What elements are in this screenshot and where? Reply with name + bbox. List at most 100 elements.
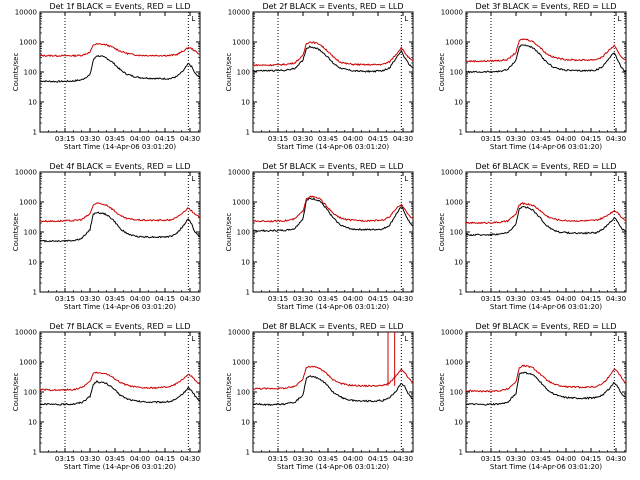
chart-title: Det 7f BLACK = Events, RED = LLD [49, 322, 190, 331]
x-tick-label: 03:30 [293, 135, 313, 143]
y-axis-label: Counts/sec [438, 53, 446, 92]
series-line-lld [252, 41, 414, 67]
x-axis-label: Start Time (14-Apr-06 03:01:20) [64, 143, 176, 151]
chart-title: Det 2f BLACK = Events, RED = LLD [262, 2, 403, 11]
x-tick-label: 04:15 [368, 295, 388, 303]
x-tick-label: 03:15 [481, 455, 501, 463]
l-marker: L [404, 175, 408, 183]
series-line-events [252, 45, 414, 73]
x-tick-label: 03:45 [318, 455, 338, 463]
x-tick-label: 03:30 [293, 295, 313, 303]
l-marker: L [191, 335, 195, 343]
x-axis-label: Start Time (14-Apr-06 03:01:20) [490, 463, 602, 471]
y-axis-label: Counts/sec [438, 373, 446, 412]
y-tick-label: 1 [246, 289, 250, 297]
x-tick-label: 03:45 [531, 295, 551, 303]
x-axis-label: Start Time (14-Apr-06 03:01:20) [64, 303, 176, 311]
y-tick-label: 1 [459, 449, 463, 457]
x-tick-label: 03:15 [55, 295, 75, 303]
chart-title: Det 9f BLACK = Events, RED = LLD [475, 322, 616, 331]
y-tick-label: 10 [241, 99, 250, 107]
series-line-events [252, 375, 414, 406]
y-tick-label: 1000 [232, 39, 250, 47]
y-tick-label: 100 [450, 229, 463, 237]
y-tick-label: 100 [237, 389, 250, 397]
chart-panel-8: Det 8f BLACK = Events, RED = LLD 1 10 100 10… [225, 322, 414, 471]
chart-title: Det 1f BLACK = Events, RED = LLD [49, 2, 190, 11]
x-tick-label: 04:00 [130, 295, 150, 303]
l-marker: L [617, 335, 621, 343]
x-tick-label: 03:30 [506, 135, 526, 143]
series-line-events [39, 211, 201, 243]
plot-frame [39, 171, 201, 293]
x-tick-label: 03:30 [80, 295, 100, 303]
l-marker: L [404, 335, 408, 343]
y-tick-label: 100 [450, 389, 463, 397]
y-tick-label: 100 [24, 389, 37, 397]
y-tick-label: 1 [459, 289, 463, 297]
x-tick-label: 03:15 [55, 135, 75, 143]
x-tick-label: 03:15 [55, 455, 75, 463]
series-line-lld [465, 201, 627, 225]
x-tick-label: 03:45 [105, 135, 125, 143]
series-line-lld [39, 371, 201, 392]
chart-panel-9: Det 9f BLACK = Events, RED = LLD 1 10 100 10… [438, 322, 627, 471]
x-tick-label: 03:45 [105, 455, 125, 463]
x-tick-label: 03:45 [318, 295, 338, 303]
x-tick-label: 04:00 [343, 135, 363, 143]
x-axis-label: Start Time (14-Apr-06 03:01:20) [64, 463, 176, 471]
chart-panel-6: Det 6f BLACK = Events, RED = LLD 1 10 100 10… [438, 162, 627, 311]
series-line-events [465, 371, 627, 406]
x-axis-label: Start Time (14-Apr-06 03:01:20) [277, 303, 389, 311]
y-tick-label: 1000 [232, 199, 250, 207]
x-tick-label: 03:45 [531, 135, 551, 143]
chart-panel-2: Det 2f BLACK = Events, RED = LLD 1 10 100 10… [225, 2, 414, 151]
chart-title: Det 4f BLACK = Events, RED = LLD [49, 162, 190, 171]
l-marker: L [191, 15, 195, 23]
x-tick-label: 04:15 [155, 135, 175, 143]
x-axis-label: Start Time (14-Apr-06 03:01:20) [490, 143, 602, 151]
x-tick-label: 04:30 [180, 135, 200, 143]
y-tick-label: 1 [459, 129, 463, 137]
l-marker: L [617, 15, 621, 23]
x-tick-label: 04:30 [393, 135, 413, 143]
y-axis-label: Counts/sec [225, 213, 233, 252]
y-tick-label: 1000 [19, 39, 37, 47]
y-tick-label: 1000 [19, 199, 37, 207]
y-tick-label: 1000 [19, 359, 37, 367]
y-tick-label: 10 [28, 419, 37, 427]
y-axis-label: Counts/sec [225, 373, 233, 412]
x-tick-label: 03:45 [531, 455, 551, 463]
y-tick-label: 1 [33, 449, 37, 457]
chart-title: Det 5f BLACK = Events, RED = LLD [262, 162, 403, 171]
plot-frame [252, 171, 414, 293]
y-tick-label: 1000 [445, 359, 463, 367]
x-tick-label: 04:30 [606, 455, 626, 463]
y-tick-label: 10000 [15, 169, 37, 177]
series-line-lld [252, 195, 414, 223]
x-tick-label: 04:30 [393, 295, 413, 303]
series-line-events [39, 380, 201, 406]
x-tick-label: 03:15 [268, 455, 288, 463]
y-tick-label: 1000 [445, 199, 463, 207]
x-tick-label: 04:30 [606, 135, 626, 143]
x-tick-label: 03:30 [506, 455, 526, 463]
x-tick-label: 04:00 [130, 135, 150, 143]
plot-frame [39, 11, 201, 133]
chart-panel-3: Det 3f BLACK = Events, RED = LLD 1 10 100 10… [438, 2, 627, 151]
x-tick-label: 03:15 [268, 295, 288, 303]
x-tick-label: 04:15 [368, 455, 388, 463]
plot-frame [39, 331, 201, 453]
x-tick-label: 04:00 [556, 455, 576, 463]
plot-frame [252, 11, 414, 133]
y-tick-label: 10 [454, 259, 463, 267]
y-tick-label: 1000 [232, 359, 250, 367]
y-axis-label: Counts/sec [12, 53, 20, 92]
y-tick-label: 1 [246, 129, 250, 137]
y-tick-label: 100 [450, 69, 463, 77]
x-tick-label: 04:15 [581, 135, 601, 143]
x-tick-label: 03:45 [318, 135, 338, 143]
series-line-lld [465, 364, 627, 393]
y-tick-label: 1 [33, 129, 37, 137]
